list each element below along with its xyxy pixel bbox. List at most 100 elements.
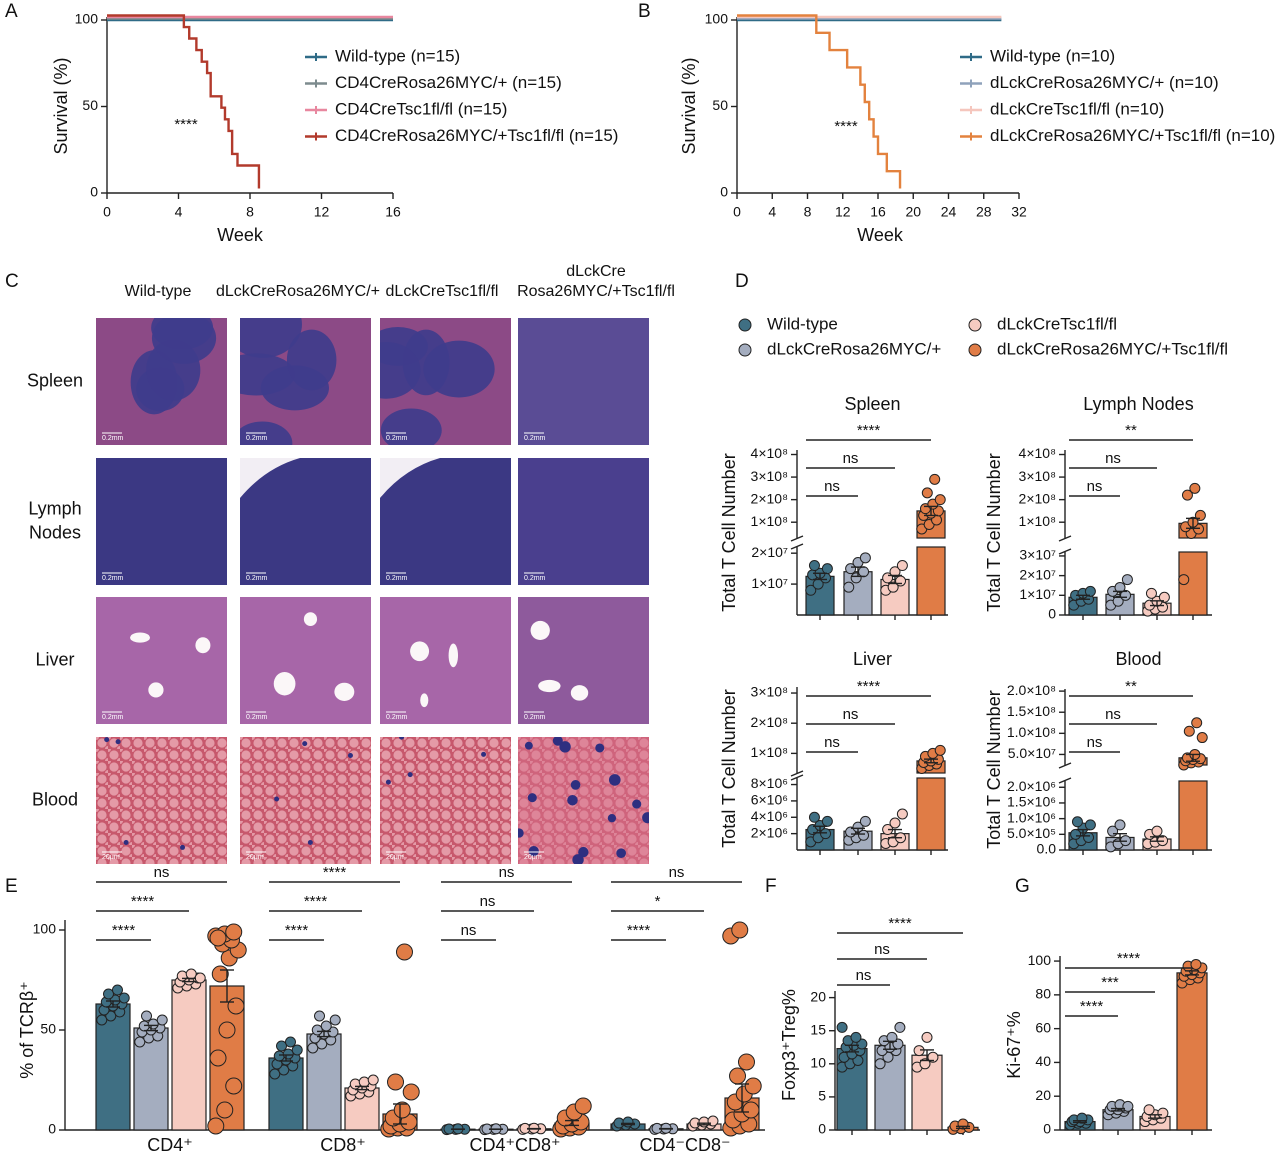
tissue-image: 0.2mm [380, 458, 511, 585]
y-tick-label: 50 [40, 1021, 56, 1037]
axis-break [790, 535, 804, 542]
data-point [387, 1073, 405, 1091]
data-point [896, 560, 908, 572]
column-label: Rosa26MYC/+Tsc1fl/fl [517, 283, 675, 300]
legend-label: CD4CreRosa26MYC/+ (n=15) [335, 73, 562, 92]
legend-label: CD4CreRosa26MYC/+Tsc1fl/fl (n=15) [335, 126, 618, 145]
data-point [367, 1074, 379, 1086]
data-point [209, 929, 227, 947]
data-point [211, 965, 229, 983]
significance-label: ns [824, 734, 840, 751]
x-tick-label: 20 [905, 204, 921, 220]
leukocyte [180, 844, 186, 850]
y-axis-label: Survival (%) [51, 57, 71, 154]
data-point [889, 817, 901, 829]
tissue-image: 0.2mm [518, 318, 649, 445]
tissue-image: 0.2mm [518, 597, 649, 724]
x-tick-label: 16 [870, 204, 886, 220]
significance-label: *** [1101, 974, 1119, 991]
bar [916, 777, 946, 851]
significance-label: **** [627, 922, 651, 939]
legend-marker [738, 318, 752, 332]
significance-label: ns [480, 893, 496, 910]
x-tick-label: 24 [941, 204, 957, 220]
panel-letter: B [638, 1, 651, 22]
y-tick-label: 2×10⁷ [751, 544, 788, 560]
significance-label: **** [323, 864, 347, 881]
legend-label: dLckCreTsc1fl/fl (n=10) [990, 99, 1164, 118]
leukocyte [385, 779, 391, 785]
data-point [1114, 819, 1126, 831]
vessel [538, 679, 561, 693]
vessel [334, 682, 355, 701]
y-tick-label: 60 [1035, 1019, 1051, 1035]
leukocyte [528, 846, 539, 857]
significance-label: ns [1105, 450, 1121, 467]
legend-label: dLckCreRosa26MYC/+Tsc1fl/fl (n=10) [990, 126, 1275, 145]
x-tick-label: 28 [976, 204, 992, 220]
y-tick-label: 3×10⁷ [1019, 547, 1056, 563]
data-point [836, 1021, 848, 1033]
tissue-image: 20μm [380, 737, 511, 864]
scale-label: 0.2mm [524, 435, 546, 442]
row-label: Blood [32, 789, 78, 809]
column-label: dLckCre [566, 263, 626, 280]
tissue-image: 0.2mm [380, 597, 511, 724]
y-tick-label: 1.5×10⁸ [1007, 703, 1056, 719]
tissue-tint [518, 737, 649, 864]
y-tick-label: 0 [1043, 1121, 1051, 1137]
vessel [448, 643, 459, 668]
follicle [240, 318, 302, 358]
legend-label: dLckCreRosa26MYC/+Tsc1fl/fl [997, 339, 1228, 358]
y-tick-label: 40 [1035, 1053, 1051, 1069]
data-point [103, 988, 115, 1000]
data-point [1145, 587, 1157, 599]
vessel [570, 685, 589, 701]
tissue-background [240, 737, 371, 864]
y-tick-label: 15 [810, 1021, 826, 1037]
tissue-image: 20μm [518, 737, 649, 864]
data-point [1084, 585, 1096, 597]
y-tick-label: 0 [1048, 606, 1056, 622]
vessel [420, 693, 429, 708]
y-tick-label: 1.5×10⁶ [1007, 794, 1056, 810]
legend-label: dLckCreRosa26MYC/+ [767, 339, 941, 358]
significance-label: ns [1087, 478, 1103, 495]
leukocyte [552, 737, 563, 746]
x-tick-label: 12 [314, 204, 330, 220]
significance-label: ns [461, 922, 477, 939]
leukocyte [570, 780, 581, 790]
follicle [380, 342, 421, 399]
bar [1178, 780, 1208, 851]
data-point [919, 1058, 931, 1070]
y-tick-label: 1×10⁷ [751, 575, 788, 591]
tissue-image: 0.2mm [240, 458, 371, 585]
significance-label: ns [874, 941, 890, 958]
follicle [286, 329, 337, 391]
axis-break [1058, 762, 1072, 769]
tissue-image: 0.2mm [96, 318, 227, 445]
data-point [858, 566, 870, 578]
leukocyte [302, 741, 308, 747]
data-point [896, 808, 908, 820]
vessel [410, 641, 430, 662]
column-label: dLckCreRosa26MYC/+ [216, 283, 380, 300]
y-tick-label: 10 [810, 1055, 826, 1071]
scale-label: 0.2mm [246, 435, 268, 442]
vessel [195, 637, 211, 654]
panel-letter: E [5, 876, 18, 897]
data-point [929, 473, 941, 485]
data-point [1190, 958, 1202, 970]
row-label: Lymph [28, 498, 81, 518]
tissue-background [380, 458, 511, 585]
leukocyte [567, 794, 578, 806]
data-point [934, 494, 946, 506]
data-point [850, 1031, 862, 1043]
data-point [574, 1097, 592, 1115]
tissue-image: 0.2mm [380, 318, 511, 445]
data-point [1157, 1107, 1169, 1119]
legend-marker [738, 343, 752, 357]
data-point [218, 1021, 236, 1039]
legend-label: dLckCreRosa26MYC/+ (n=10) [990, 73, 1219, 92]
